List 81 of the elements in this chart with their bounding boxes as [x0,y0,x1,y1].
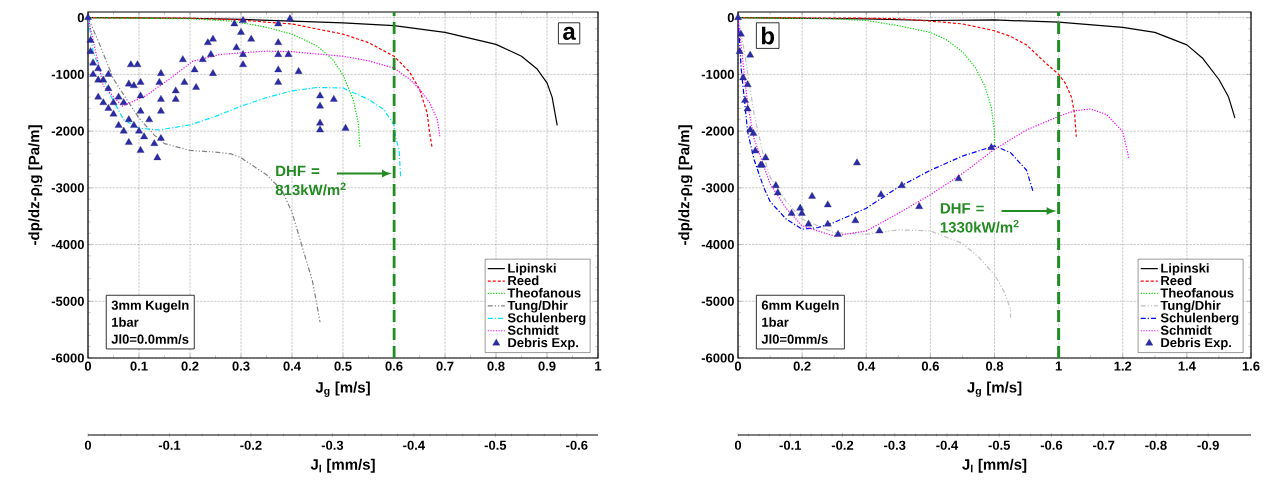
x-tick-label: 0.4 [857,361,876,371]
y-axis-title: -dp/dz-ρ$_{l}$g [Pa/m] [28,125,43,245]
annotation: DHF = 813kW/m$^{2}$ [275,165,346,196]
x2-tick-label: -0.1 [158,440,181,450]
x2-axis-title: J$_{l}$ [mm/s] [310,458,375,473]
legend-label: Schmidt [507,325,559,335]
annotation: 3mm Kugeln [111,300,189,313]
y-tick-label: -1000 [701,69,734,79]
x-tick-label: 0 [734,361,742,371]
x-tick-label: 0 [84,361,92,371]
x-tick-label: 0.6 [385,361,403,371]
x-tick-label: 0.7 [436,361,454,371]
annotation: b [761,26,775,45]
x2-tick-label: -0.4 [403,440,426,450]
x2-tick-label: -0.6 [1040,440,1063,450]
x-axis-title: J$_{g}$ [m/s] [967,381,1022,397]
x2-tick-label: -0.6 [566,440,588,450]
x-tick-label: 0.1 [130,361,148,371]
x2-tick-label: -0.2 [831,440,854,450]
y-tick-label: -3000 [701,183,734,193]
x-tick-label: 0.5 [334,361,352,371]
legend-label: Tung/Dhir [1160,300,1221,313]
y-tick-label: -5000 [701,296,734,306]
annotation: 1bar [112,317,139,327]
x2-tick-label: -0.9 [1197,440,1219,450]
legend-label: Lipinski [508,263,556,276]
x-tick-label: 0.3 [232,361,250,371]
y-tick-label: -5000 [51,296,84,306]
legend-label: Theofanous [507,288,581,298]
y-tick-label: -1000 [51,69,84,79]
legend-label: Debris Exp. [508,337,579,350]
x2-tick-label: 0 [734,440,742,450]
legend-label: Schulenberg [507,312,586,326]
x2-tick-label: 0 [84,440,92,450]
x2-tick-label: -0.4 [936,440,959,450]
x-tick-label: 0.4 [283,361,301,371]
x2-tick-label: -0.5 [484,440,507,450]
x2-tick-label: -0.8 [1145,440,1167,450]
x2-tick-label: -0.2 [240,440,262,450]
x-tick-label: 1.4 [1178,361,1196,371]
annotation: Jl0=0.0mm/s [111,334,189,344]
x-tick-label: 0.6 [921,361,939,371]
x-tick-label: 1.6 [1242,361,1260,371]
x2-tick-label: -0.3 [884,440,906,450]
legend-label: Lipinski [1161,263,1209,276]
y-tick-label: -6000 [51,353,84,363]
y-tick-label: -3000 [51,183,84,193]
x2-tick-label: -0.5 [988,440,1011,450]
x-tick-label: 1 [1055,361,1062,371]
y-tick-label: -6000 [701,353,734,363]
legend-label: Schmidt [1160,325,1212,335]
x2-tick-label: -0.7 [1092,440,1115,450]
x-tick-label: 1 [595,361,602,371]
legend-label: Reed [508,275,539,286]
legend-label: Debris Exp. [1161,337,1231,350]
y-axis-title: -dp/dz-ρ$_{l}$g [Pa/m] [678,125,693,245]
legend-label: Schulenberg [1160,312,1239,326]
y-tick-label: -2000 [51,126,84,136]
annotation: 6mm Kugeln [761,300,839,313]
x-tick-label: 0.2 [793,361,811,371]
x-tick-label: 0.9 [538,361,556,371]
legend-label: Tung/Dhir [507,300,568,313]
x-tick-label: 0.8 [985,361,1004,371]
y-tick-label: 0 [727,13,734,23]
x-tick-label: 0.2 [181,361,199,371]
y-tick-label: -2000 [701,126,734,136]
annotation: Jl0=0mm/s [761,334,828,344]
x2-tick-label: -0.3 [321,440,344,450]
annotation: a [563,26,576,40]
x2-axis-title: J$_{l}$ [mm/s] [962,458,1027,473]
legend-label: Theofanous [1160,288,1234,298]
y-tick-label: 0 [77,13,84,23]
x2-tick-label: -0.1 [779,440,802,450]
annotation: DHF = 1330kW/m$^{2}$ [940,203,1019,233]
legend-label: Reed [1161,275,1192,286]
x-tick-label: 1.2 [1114,361,1132,371]
y-tick-label: -4000 [51,239,84,250]
x-axis-title: J$_{g}$ [m/s] [315,381,370,397]
x-tick-label: 0.8 [487,361,505,371]
y-tick-label: -4000 [701,239,734,250]
annotation: 1bar [762,317,789,327]
